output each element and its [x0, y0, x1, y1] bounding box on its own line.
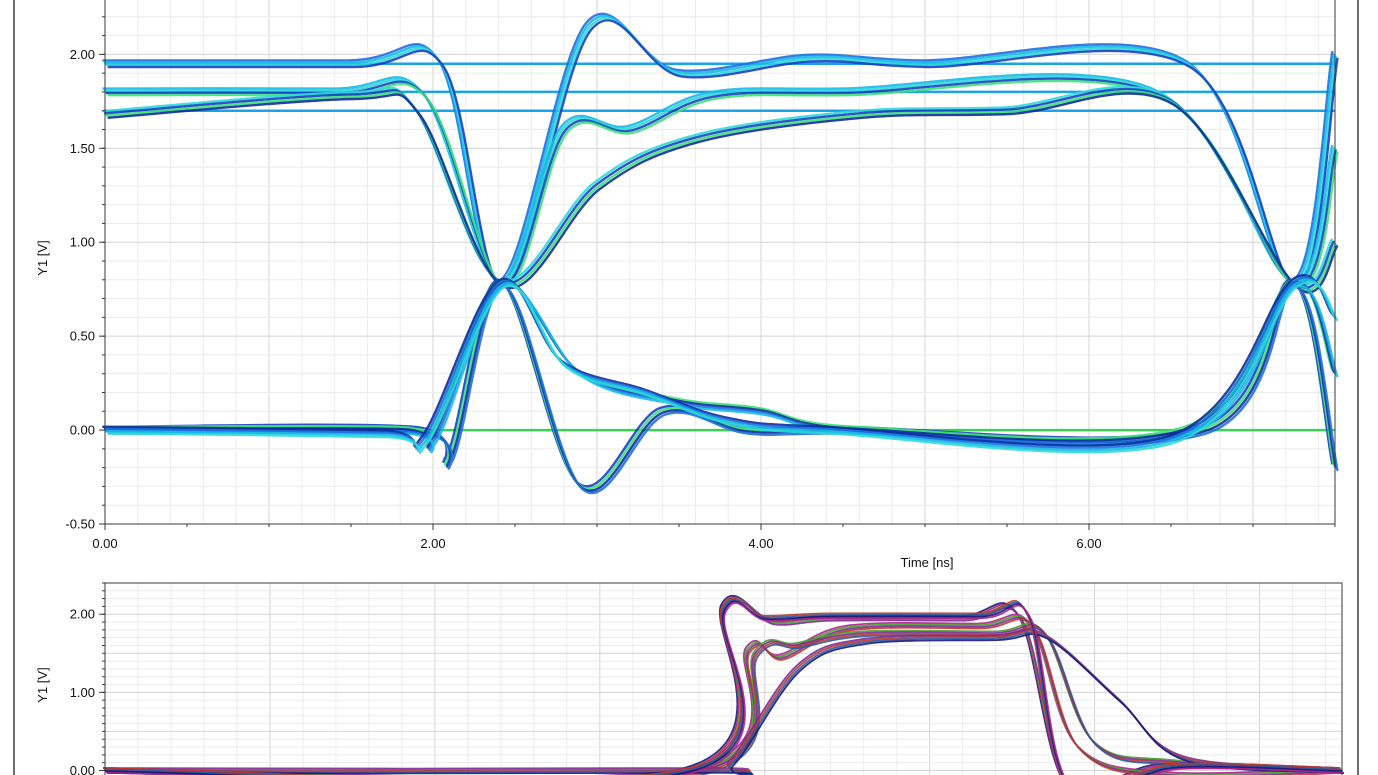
window-frame-right [1357, 0, 1359, 775]
bottom-plot-frame [104, 582, 1343, 775]
top-x-tick-label: 4.00 [748, 536, 773, 551]
top-series-3-trace [104, 281, 1336, 490]
bottom-series-1-trace [105, 616, 1343, 775]
top-x-ticks: 0.00 2.00 4.00 6.00 [92, 524, 1336, 551]
bottom-series-1-trace [103, 613, 1341, 775]
top-y-axis-label: Y1 [V] [35, 240, 50, 275]
top-y-tick-label: 1.00 [70, 235, 95, 250]
bottom-series-2-trace [105, 625, 1343, 775]
top-y-tick-label: -0.50 [65, 517, 95, 532]
bottom-series-3-trace [106, 633, 1344, 775]
bottom-y-tick-label: 2.00 [70, 607, 95, 622]
bottom-y-ticks: 0.00 1.00 2.00 [70, 582, 105, 775]
top-series-3-trace [107, 285, 1339, 494]
bottom-series-4-trace [106, 602, 1344, 775]
top-y-ticks: -0.50 0.00 0.50 1.00 1.50 2.00 [65, 16, 105, 532]
bottom-waveform-chart: 0.00 1.00 2.00 Y1 [V] [35, 582, 1344, 775]
top-series-0-trace [107, 19, 1339, 289]
bottom-series-2-trace [103, 622, 1341, 775]
top-series-3-trace [102, 278, 1334, 488]
top-x-tick-label: 0.00 [92, 536, 117, 551]
bottom-series-1-trace [104, 615, 1342, 775]
top-y-tick-label: 0.00 [70, 423, 95, 438]
top-x-tick-label: 6.00 [1076, 536, 1101, 551]
top-series-3-trace [105, 283, 1338, 492]
bottom-series-4-trace [104, 599, 1342, 775]
top-series-5-trace [107, 280, 1339, 454]
bottom-series-marks [103, 595, 1344, 775]
bottom-y-axis-label: Y1 [V] [35, 667, 50, 702]
bottom-series-0-trace [106, 599, 1344, 775]
bottom-series-4-trace [105, 600, 1343, 775]
top-series-marks [102, 12, 1339, 494]
top-eye-diagram-chart: 0.00 2.00 4.00 6.00 -0.50 0.00 0.50 1.00 1.50 2.… [35, 0, 1339, 570]
top-series-2-trace [107, 92, 1339, 294]
top-y-tick-label: 1.50 [70, 141, 95, 156]
bottom-series-2-trace [104, 623, 1342, 775]
bottom-y-tick-label: 1.00 [70, 685, 95, 700]
bottom-series-2-trace [106, 627, 1344, 775]
bottom-y-tick-label: 0.00 [70, 763, 95, 775]
window-frame-left [13, 0, 15, 775]
top-x-axis-label: Time [ns] [901, 555, 954, 570]
top-y-tick-label: 0.50 [70, 329, 95, 344]
bottom-series-1-trace [106, 618, 1344, 775]
top-y-tick-label: 2.00 [70, 47, 95, 62]
top-x-tick-label: 2.00 [420, 536, 445, 551]
